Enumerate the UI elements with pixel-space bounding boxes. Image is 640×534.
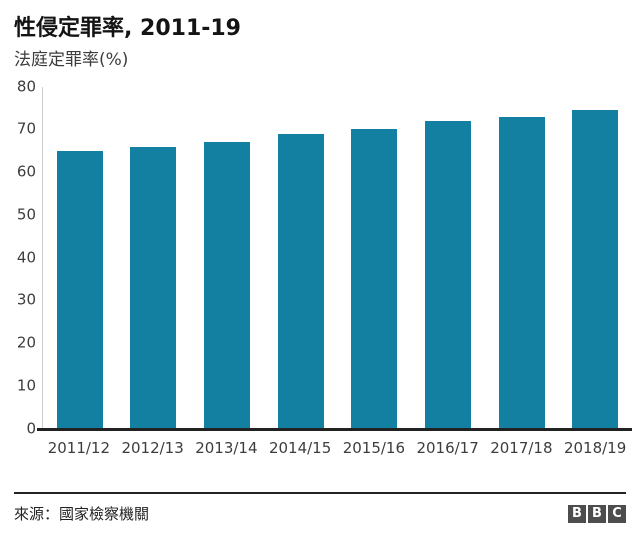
y-axis: 0 10 20 30 40 50 60 70 80: [14, 79, 42, 436]
bar-cell: [117, 87, 191, 429]
bar-cell: [264, 87, 338, 429]
y-tick-label: 20: [16, 333, 36, 352]
x-axis: 2011/12 2012/13 2013/14 2014/15 2015/16 2016/…: [0, 429, 640, 457]
x-tick-label: 2018/19: [563, 438, 627, 457]
bar-chart: 0 10 20 30 40 50 60 70 80: [0, 79, 640, 436]
chart-subtitle: 法庭定罪率(%): [14, 50, 129, 71]
bar: [351, 129, 398, 429]
chart-title: 性侵定罪率, 2011-19: [14, 16, 241, 41]
y-tick-label: 30: [16, 290, 36, 309]
x-tick-label: 2013/14: [195, 438, 258, 457]
bbc-logo-block: C: [608, 504, 626, 523]
bar-cell: [338, 87, 412, 429]
bar: [498, 116, 545, 429]
x-tick-label: 2011/12: [47, 438, 111, 457]
bar: [572, 110, 619, 429]
y-tick-label: 50: [16, 205, 36, 224]
x-axis-baseline: [37, 427, 632, 431]
plot-area: [37, 86, 632, 431]
bbc-logo-block: B: [568, 504, 586, 523]
bar-cell: [485, 87, 559, 429]
y-tick-label: 80: [16, 77, 36, 96]
source-text: 來源：國家檢察機關: [14, 505, 150, 523]
bar: [277, 133, 324, 429]
x-tick-label: 2015/16: [342, 438, 406, 457]
bar: [204, 142, 251, 429]
y-tick-label: 10: [16, 376, 36, 395]
y-tick-label: 40: [16, 248, 36, 267]
y-tick-label: 0: [26, 419, 36, 438]
bbc-logo-block: B: [588, 504, 606, 523]
bar-cell: [43, 87, 117, 429]
x-tick-label: 2016/17: [416, 438, 479, 457]
y-tick-label: 70: [16, 119, 36, 138]
y-tick-label: 60: [16, 162, 36, 181]
x-tick-label: 2014/15: [268, 438, 332, 457]
chart-header: 性侵定罪率, 2011-19 法庭定罪率(%): [0, 0, 640, 71]
bar-cell: [190, 87, 264, 429]
bar: [56, 150, 103, 429]
x-tick-label: 2012/13: [121, 438, 184, 457]
bar: [130, 146, 177, 429]
bar: [424, 120, 471, 429]
x-tick-label: 2017/18: [490, 438, 553, 457]
bar-cell: [411, 87, 485, 429]
bar-cell: [558, 87, 632, 429]
